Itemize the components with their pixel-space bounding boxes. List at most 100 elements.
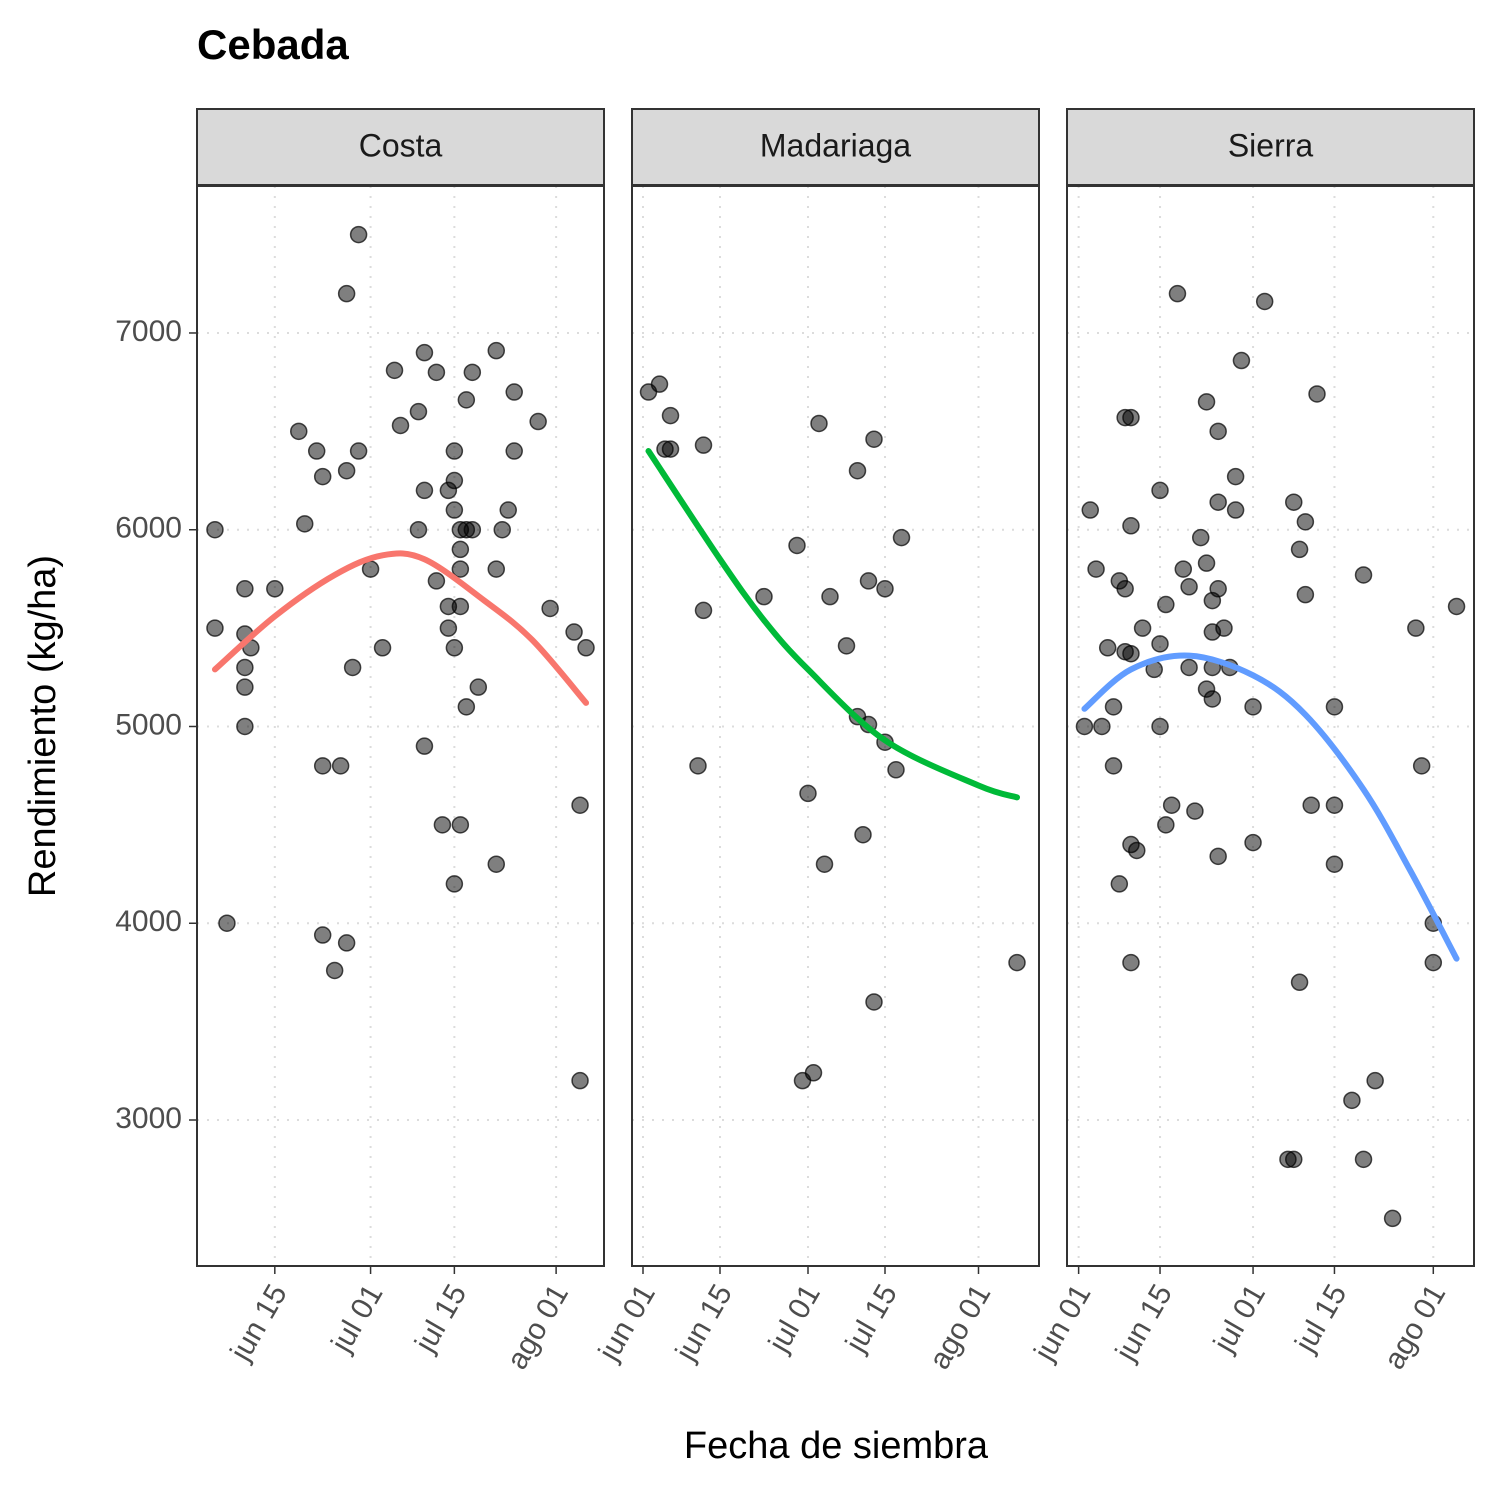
data-point [1157, 595, 1175, 614]
data-point [1209, 847, 1227, 866]
data-point [1133, 619, 1152, 637]
data-point [1325, 698, 1344, 716]
chart-title: Cebada [197, 21, 349, 68]
data-point [848, 461, 867, 480]
data-point [1209, 580, 1227, 598]
data-point [1168, 284, 1187, 303]
y-tick-label: 7000 [115, 315, 182, 348]
data-point [661, 440, 680, 458]
data-point [206, 520, 224, 539]
data-point [865, 430, 883, 448]
data-point [815, 855, 834, 873]
data-point [571, 796, 589, 814]
data-point [1285, 1150, 1303, 1169]
data-point [1008, 953, 1026, 972]
data-point [1186, 802, 1204, 820]
data-point [1151, 717, 1169, 736]
fit-line [1081, 652, 1460, 962]
fit-line [645, 448, 1020, 801]
data-point [385, 361, 404, 380]
data-point [343, 658, 362, 677]
data-point [1110, 875, 1129, 893]
data-point [1296, 585, 1315, 604]
data-point [487, 855, 506, 873]
data-point [451, 540, 470, 559]
y-axis-title: Rendimiento (kg/ha) [22, 555, 64, 897]
data-point [266, 580, 284, 598]
data-point [337, 284, 356, 303]
data-point [1343, 1091, 1361, 1110]
data-point [457, 698, 476, 716]
data-point [1325, 796, 1344, 814]
data-point [391, 416, 410, 435]
data-point [1087, 560, 1105, 578]
data-point [325, 961, 344, 980]
data-point [650, 375, 669, 393]
data-point [1383, 1209, 1402, 1228]
data-point [337, 461, 356, 480]
y-tick-label: 4000 [115, 905, 182, 938]
data-point [445, 639, 464, 657]
data-point [1209, 422, 1227, 441]
data-point [1180, 578, 1198, 596]
data-point [415, 481, 434, 500]
data-point [1302, 796, 1320, 814]
data-point [1197, 393, 1216, 411]
data-point [541, 599, 559, 618]
data-point [331, 757, 350, 775]
data-point [463, 520, 482, 539]
data-point [1209, 493, 1227, 511]
data-point [1407, 619, 1425, 637]
data-point [236, 717, 254, 736]
strip [196, 108, 605, 186]
y-tick-label: 5000 [115, 708, 182, 741]
fit-line [211, 550, 590, 706]
data-point [218, 914, 236, 932]
data-point [1122, 517, 1140, 535]
data-point [451, 597, 470, 616]
data-point [1116, 580, 1134, 598]
data-point [865, 993, 883, 1011]
data-point [451, 816, 470, 834]
data-point [821, 587, 839, 606]
data-point [1325, 855, 1344, 873]
data-point [1151, 635, 1169, 653]
data-point [1081, 501, 1100, 519]
data-point [463, 363, 482, 382]
data-point [445, 471, 464, 490]
data-point [373, 639, 392, 657]
data-point [1075, 717, 1094, 736]
data-point [1285, 493, 1303, 511]
data-point [1290, 540, 1309, 559]
data-point [799, 784, 817, 803]
data-point [349, 442, 368, 460]
data-point [290, 422, 308, 441]
data-point [487, 560, 506, 578]
data-point [415, 737, 434, 755]
data-point [892, 528, 911, 547]
data-point [1098, 639, 1117, 657]
strip [631, 108, 1040, 186]
y-tick-label: 3000 [115, 1102, 182, 1135]
data-point [694, 436, 713, 454]
data-point [307, 442, 326, 460]
data-point [859, 572, 878, 590]
data-point [661, 406, 680, 425]
strip-label: Madariaga [760, 127, 911, 163]
data-point [236, 580, 254, 598]
data-point [1104, 698, 1123, 716]
data-point [409, 402, 428, 421]
data-point [505, 442, 523, 460]
data-point [876, 580, 894, 598]
data-point [1232, 351, 1251, 370]
data-point [1354, 566, 1373, 584]
data-point [1157, 816, 1175, 834]
data-point [1354, 1150, 1373, 1169]
data-point [206, 619, 224, 637]
data-point [1244, 698, 1262, 716]
data-point [1191, 528, 1210, 547]
data-point [810, 414, 828, 433]
data-point [427, 572, 446, 590]
data-point [689, 757, 707, 775]
